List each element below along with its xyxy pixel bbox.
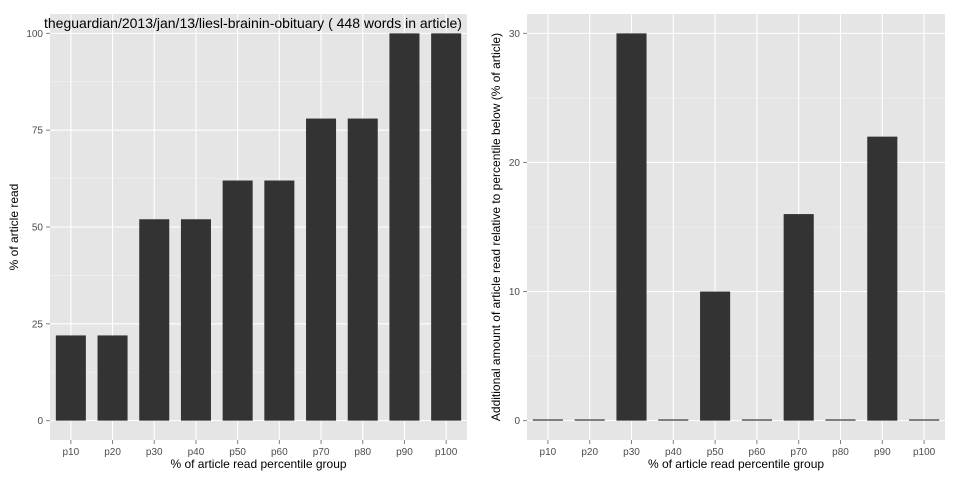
x-tick-label: p40 xyxy=(665,447,682,458)
bar-p40 xyxy=(180,219,211,421)
y-tick-label: 20 xyxy=(509,158,521,169)
bar-p20 xyxy=(574,419,605,421)
x-tick-label: p90 xyxy=(874,447,891,458)
y-tick-label: 100 xyxy=(26,29,43,40)
y-tick-label: 50 xyxy=(32,223,44,234)
bar-p60 xyxy=(264,180,295,421)
x-tick-label: p100 xyxy=(913,447,936,458)
bar-p20 xyxy=(97,335,128,421)
y-tick-label: 30 xyxy=(509,29,521,40)
x-tick-label: p60 xyxy=(749,447,766,458)
x-tick-label: p90 xyxy=(396,447,413,458)
y-tick-label: 10 xyxy=(509,287,521,298)
x-tick-label: p20 xyxy=(104,447,121,458)
bar-p70 xyxy=(783,214,814,421)
y-axis-title: Additional amount of article read relati… xyxy=(489,33,503,421)
x-tick-label: p40 xyxy=(188,447,205,458)
x-tick-label: p50 xyxy=(707,447,724,458)
x-tick-label: p80 xyxy=(354,447,371,458)
bar-p80 xyxy=(347,118,378,421)
bar-p10 xyxy=(532,419,563,421)
bar-p90 xyxy=(389,33,420,421)
bar-p80 xyxy=(825,419,856,421)
left-chart-panel: 0 25 50 75 100 p10 p20 p30 p40 p50 p60 p70 p80 p90 p10… xyxy=(7,14,467,471)
y-tick-label: 75 xyxy=(32,126,44,137)
y-axis-title: % of article read xyxy=(7,184,21,271)
y-tick-label: 0 xyxy=(37,416,43,427)
x-tick-label: p20 xyxy=(581,447,598,458)
bar-p60 xyxy=(741,419,772,421)
bar-p50 xyxy=(222,180,253,421)
x-tick-label: p100 xyxy=(435,447,458,458)
bar-p40 xyxy=(658,419,689,421)
bar-p90 xyxy=(867,136,898,421)
x-tick-label: p30 xyxy=(623,447,640,458)
x-tick-label: p50 xyxy=(229,447,246,458)
y-tick-label: 25 xyxy=(32,319,44,330)
x-tick-label: p80 xyxy=(832,447,849,458)
x-tick-label: p30 xyxy=(146,447,163,458)
bar-p100 xyxy=(431,33,462,421)
bar-p10 xyxy=(55,335,86,421)
bar-p70 xyxy=(306,118,337,421)
x-tick-label: p60 xyxy=(271,447,288,458)
bar-p100 xyxy=(909,419,940,421)
y-tick-label: 0 xyxy=(514,416,520,427)
x-tick-label: p10 xyxy=(63,447,80,458)
bar-p30 xyxy=(616,33,647,421)
x-tick-label: p70 xyxy=(313,447,330,458)
bar-p30 xyxy=(139,219,170,421)
x-tick-label: p10 xyxy=(540,447,557,458)
right-chart-panel: 0 10 20 30 p10 p20 p30 p40 p50 p60 p70 p80 p90 p100 % … xyxy=(489,14,945,471)
x-tick-label: p70 xyxy=(790,447,807,458)
chart-title: theguardian/2013/jan/13/liesl-brainin-ob… xyxy=(44,15,462,31)
bar-p50 xyxy=(700,291,731,421)
x-axis-title: % of article read percentile group xyxy=(170,457,346,471)
x-axis-title: % of article read percentile group xyxy=(648,457,824,471)
